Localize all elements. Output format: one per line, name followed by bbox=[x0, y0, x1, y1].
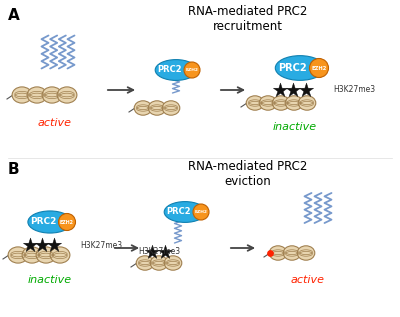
Ellipse shape bbox=[246, 96, 264, 110]
Ellipse shape bbox=[42, 87, 62, 103]
Text: active: active bbox=[291, 275, 325, 285]
Point bbox=[27, 243, 33, 248]
Circle shape bbox=[193, 204, 209, 220]
Text: PRC2: PRC2 bbox=[166, 208, 191, 217]
Text: H3K27me3: H3K27me3 bbox=[333, 86, 375, 94]
Circle shape bbox=[310, 59, 328, 77]
Ellipse shape bbox=[27, 87, 47, 103]
Point bbox=[161, 249, 168, 255]
Ellipse shape bbox=[148, 101, 166, 115]
Ellipse shape bbox=[283, 246, 301, 260]
Point bbox=[277, 87, 283, 93]
Ellipse shape bbox=[162, 101, 180, 115]
Ellipse shape bbox=[36, 247, 56, 263]
Circle shape bbox=[184, 62, 200, 78]
Text: PRC2: PRC2 bbox=[30, 217, 56, 227]
Ellipse shape bbox=[298, 96, 316, 110]
Ellipse shape bbox=[259, 96, 277, 110]
Text: A: A bbox=[8, 8, 20, 23]
Ellipse shape bbox=[164, 256, 182, 270]
Ellipse shape bbox=[275, 56, 325, 80]
Text: inactive: inactive bbox=[28, 275, 72, 285]
Text: EZH2: EZH2 bbox=[311, 66, 327, 70]
Ellipse shape bbox=[57, 87, 77, 103]
Ellipse shape bbox=[285, 96, 303, 110]
Ellipse shape bbox=[164, 202, 206, 223]
Point bbox=[51, 243, 57, 248]
Ellipse shape bbox=[136, 256, 154, 270]
Text: B: B bbox=[8, 162, 20, 177]
Point bbox=[303, 87, 309, 93]
Text: EZH2: EZH2 bbox=[194, 210, 208, 214]
Ellipse shape bbox=[28, 211, 72, 233]
Ellipse shape bbox=[8, 247, 28, 263]
Ellipse shape bbox=[22, 247, 42, 263]
Text: RNA-mediated PRC2
recruitment: RNA-mediated PRC2 recruitment bbox=[188, 5, 308, 33]
Ellipse shape bbox=[155, 60, 197, 81]
Text: inactive: inactive bbox=[273, 122, 317, 132]
Text: active: active bbox=[38, 118, 72, 128]
Circle shape bbox=[58, 214, 76, 230]
Ellipse shape bbox=[12, 87, 32, 103]
Ellipse shape bbox=[150, 256, 168, 270]
Ellipse shape bbox=[297, 246, 315, 260]
Text: H3K27me3: H3K27me3 bbox=[138, 248, 180, 256]
Text: RNA-mediated PRC2
eviction: RNA-mediated PRC2 eviction bbox=[188, 160, 308, 188]
Text: PRC2: PRC2 bbox=[278, 63, 307, 73]
Point bbox=[290, 87, 296, 93]
Text: PRC2: PRC2 bbox=[157, 66, 182, 74]
Ellipse shape bbox=[269, 246, 287, 260]
Point bbox=[267, 250, 273, 256]
Ellipse shape bbox=[272, 96, 290, 110]
Text: EZH2: EZH2 bbox=[60, 219, 74, 224]
Point bbox=[39, 243, 45, 248]
Point bbox=[148, 249, 155, 255]
Ellipse shape bbox=[134, 101, 152, 115]
Text: H3K27me3: H3K27me3 bbox=[80, 241, 122, 249]
Text: EZH2: EZH2 bbox=[186, 68, 198, 72]
Ellipse shape bbox=[50, 247, 70, 263]
